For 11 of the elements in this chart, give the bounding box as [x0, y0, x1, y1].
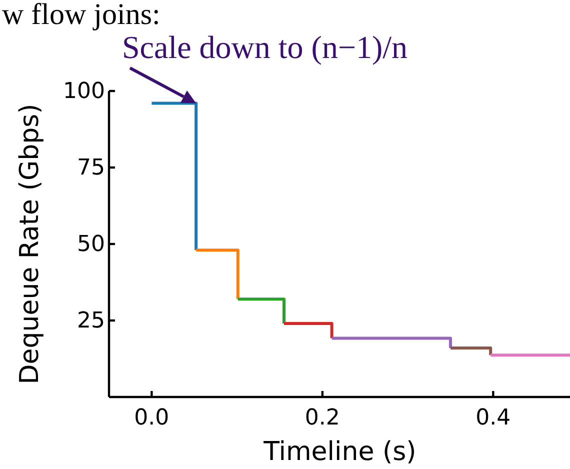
y-tick-label: 75	[77, 156, 105, 181]
chart-title: w flow joins:	[2, 0, 160, 31]
x-tick-label: 0.2	[304, 406, 340, 431]
annotation: Scale down to (n−1)/n	[122, 29, 408, 65]
y-tick-label: 100	[63, 79, 105, 104]
x-tick-label: 0.4	[476, 406, 511, 431]
x-axis-title: Timeline (s)	[262, 437, 416, 467]
y-tick-label: 50	[77, 232, 105, 258]
y-axis-title: Dequeue Rate (Gbps)	[15, 104, 45, 384]
y-tick-label: 25	[77, 308, 105, 334]
x-tick-label: 0.0	[134, 406, 170, 431]
